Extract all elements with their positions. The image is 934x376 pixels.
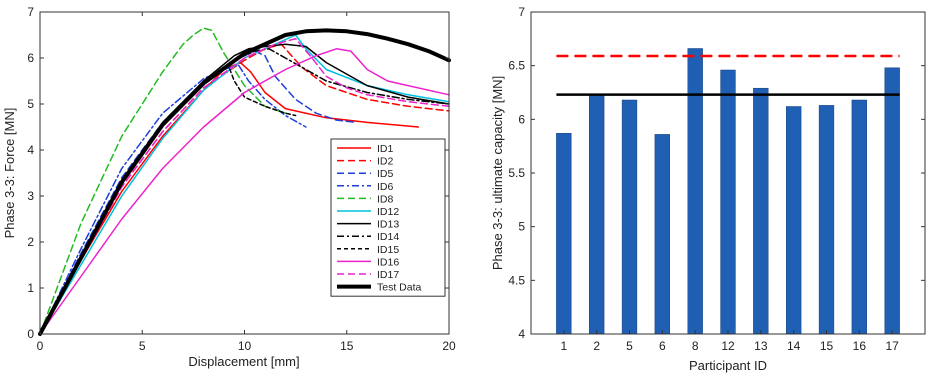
bar-participant-15 <box>818 105 835 335</box>
legend-label: ID2 <box>377 156 394 168</box>
left-y-tick-label: 7 <box>27 5 34 19</box>
left-y-tick-label: 6 <box>27 51 34 65</box>
right-x-tick-label: 16 <box>853 339 867 353</box>
series-line-id17 <box>39 37 450 335</box>
legend-label: Test Data <box>377 282 422 294</box>
legend-label: ID1 <box>377 143 394 155</box>
right-y-tick-label: 6 <box>518 112 525 126</box>
left-x-tick-label: 15 <box>340 339 354 353</box>
legend-label: ID12 <box>377 206 399 218</box>
left-x-tick-label: 20 <box>442 339 456 353</box>
reference-lines-group <box>556 54 900 96</box>
force-displacement-chart: 0 5 10 15 20 0 1 2 3 4 5 6 7 Displacement [mm] Phas… <box>2 5 456 369</box>
left-x-tick-label: 0 <box>37 339 44 353</box>
right-y-tick-label: 5 <box>518 220 525 234</box>
right-y-tick-label: 4.5 <box>508 273 525 287</box>
right-x-tick-label: 13 <box>754 339 768 353</box>
right-y-tick-label: 6.5 <box>508 59 525 73</box>
bar-participant-6 <box>654 134 670 335</box>
right-y-tick-label: 5.5 <box>508 166 525 180</box>
bar-participant-14 <box>786 106 802 335</box>
bar-participant-1 <box>556 133 572 335</box>
right-x-tick-label: 6 <box>659 339 666 353</box>
right-x-tick-label: 12 <box>721 339 735 353</box>
left-y-tick-label: 4 <box>27 143 34 157</box>
legend-label: ID6 <box>377 181 394 193</box>
right-x-tick-label: 8 <box>692 339 699 353</box>
left-x-tick-label: 5 <box>139 339 146 353</box>
bar-participant-12 <box>720 69 736 335</box>
bar-participant-5 <box>621 99 638 335</box>
bar-participant-8 <box>687 48 703 335</box>
bar-participant-2 <box>589 94 605 335</box>
ultimate-capacity-chart: 1 2 5 6 8 12 13 14 15 16 17 44.555.566.57 Particip… <box>490 5 926 373</box>
bars-group <box>556 48 900 335</box>
series-line-id8 <box>39 27 287 335</box>
bar-participant-17 <box>884 67 900 335</box>
legend-label: ID17 <box>377 269 399 281</box>
legend: ID1ID2ID5ID6ID8ID12ID13ID14ID15ID16ID17T… <box>330 138 446 297</box>
right-y-tick-label: 4 <box>518 327 525 341</box>
right-y-ticks: 4 4.5 5 5.5 6 6.5 7 <box>508 5 925 341</box>
series-line-id16 <box>39 48 450 335</box>
series-line-test-data <box>38 28 451 336</box>
left-y-tick-label: 5 <box>27 97 34 111</box>
legend-label: ID13 <box>377 219 399 231</box>
left-x-axis-label: Displacement [mm] <box>188 354 299 369</box>
left-y-tick-label: 3 <box>27 189 34 203</box>
left-series-group <box>38 27 451 336</box>
right-x-ticks: 1 2 5 6 8 12 13 14 15 16 17 <box>560 330 899 353</box>
bar-participant-13 <box>753 87 769 335</box>
right-x-tick-label: 2 <box>593 339 600 353</box>
right-x-tick-label: 15 <box>820 339 834 353</box>
legend-label: ID8 <box>377 193 394 205</box>
left-x-tick-label: 10 <box>238 339 252 353</box>
left-y-tick-label: 0 <box>27 327 34 341</box>
right-x-axis-label: Participant ID <box>689 358 767 373</box>
right-y-axis-label: Phase 3-3: ultimate capacity [MN] <box>490 76 505 270</box>
legend-label: ID16 <box>377 256 399 268</box>
right-y-tick-label: 7 <box>518 5 525 19</box>
legend-label: ID15 <box>377 244 399 256</box>
legend-label: ID5 <box>377 168 394 180</box>
left-y-ticks: 0 1 2 3 4 5 6 7 <box>27 5 449 341</box>
right-x-tick-label: 5 <box>626 339 633 353</box>
legend-box <box>330 138 446 297</box>
right-x-tick-label: 14 <box>787 339 801 353</box>
left-x-ticks: 0 5 10 15 20 <box>37 12 456 353</box>
left-y-tick-label: 1 <box>27 281 34 295</box>
bar-participant-16 <box>851 99 867 335</box>
left-y-tick-label: 2 <box>27 235 34 249</box>
legend-label: ID14 <box>377 231 399 243</box>
right-x-tick-label: 17 <box>885 339 899 353</box>
left-y-axis-label: Phase 3-3: Force [MN] <box>2 108 17 239</box>
right-x-tick-label: 1 <box>560 339 567 353</box>
